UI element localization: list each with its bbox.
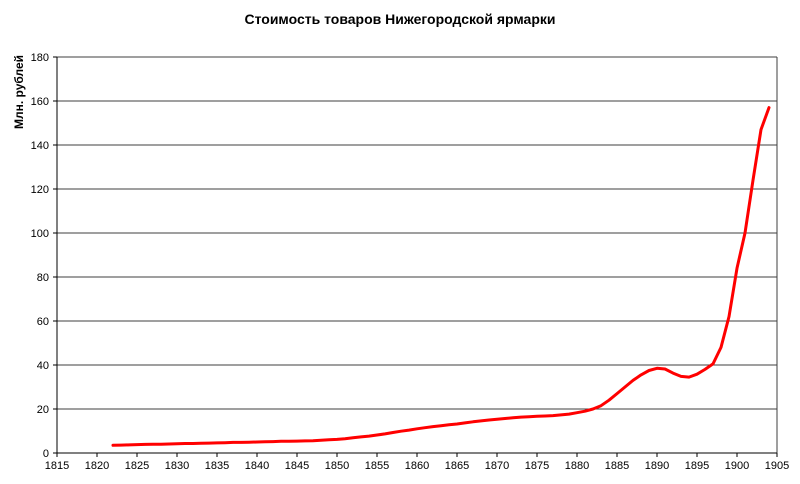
x-tick-label: 1835 — [205, 460, 229, 472]
y-tick-label: 60 — [37, 316, 49, 328]
x-tick-label: 1830 — [165, 460, 189, 472]
x-tick-label: 1825 — [125, 460, 149, 472]
y-tick-label: 100 — [31, 228, 49, 240]
x-tick-label: 1895 — [685, 460, 709, 472]
y-tick-label: 140 — [31, 140, 49, 152]
y-tick-label: 40 — [37, 360, 49, 372]
x-tick-label: 1875 — [525, 460, 549, 472]
x-tick-label: 1880 — [565, 460, 589, 472]
x-tick-label: 1865 — [445, 460, 469, 472]
x-tick-label: 1890 — [645, 460, 669, 472]
y-tick-label: 120 — [31, 184, 49, 196]
x-tick-label: 1855 — [365, 460, 389, 472]
y-tick-label: 160 — [31, 96, 49, 108]
x-tick-label: 1870 — [485, 460, 509, 472]
y-tick-label: 20 — [37, 404, 49, 416]
x-tick-label: 1815 — [45, 460, 69, 472]
x-tick-label: 1885 — [605, 460, 629, 472]
x-tick-label: 1900 — [725, 460, 749, 472]
y-tick-label: 80 — [37, 272, 49, 284]
x-tick-label: 1905 — [765, 460, 789, 472]
x-tick-label: 1820 — [85, 460, 109, 472]
x-tick-label: 1850 — [325, 460, 349, 472]
x-tick-label: 1840 — [245, 460, 269, 472]
x-tick-label: 1860 — [405, 460, 429, 472]
x-tick-label: 1845 — [285, 460, 309, 472]
y-tick-label: 180 — [31, 52, 49, 64]
y-tick-label: 0 — [43, 448, 49, 460]
series-line — [111, 106, 771, 447]
chart-title: Стоимость товаров Нижегородской ярмарки — [244, 11, 556, 27]
